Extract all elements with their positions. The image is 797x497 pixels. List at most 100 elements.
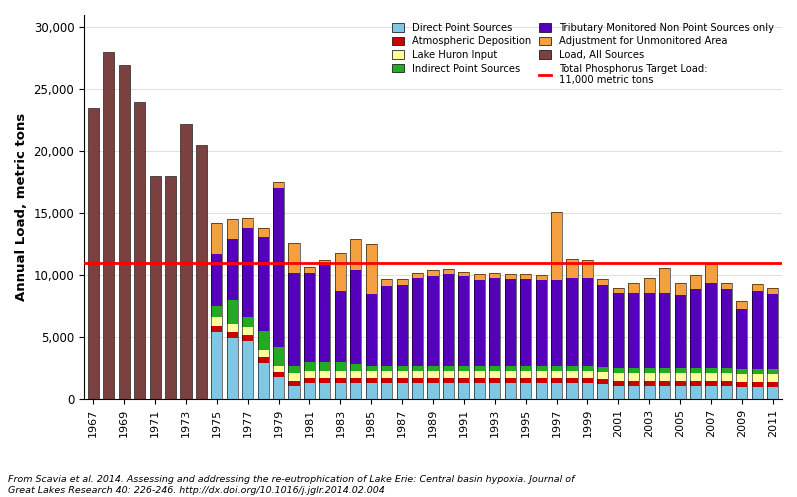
Bar <box>752 284 763 291</box>
Bar <box>226 332 238 338</box>
Bar <box>690 386 701 399</box>
Bar <box>768 382 779 387</box>
Bar <box>257 357 269 363</box>
Bar <box>397 285 408 366</box>
Bar <box>473 274 485 280</box>
Bar <box>412 273 423 278</box>
Bar <box>582 260 593 399</box>
Bar <box>597 384 608 399</box>
Bar <box>520 274 532 279</box>
Bar <box>304 266 315 273</box>
Bar <box>119 65 130 399</box>
Bar <box>551 366 562 371</box>
Bar <box>397 366 408 371</box>
Bar <box>551 383 562 399</box>
Bar <box>736 374 748 382</box>
Bar <box>412 278 423 366</box>
Bar <box>674 381 685 386</box>
Bar <box>412 371 423 378</box>
Bar <box>320 383 331 399</box>
Bar <box>366 378 377 383</box>
Bar <box>304 362 315 371</box>
Bar <box>397 279 408 285</box>
Bar <box>226 240 238 300</box>
Bar <box>350 240 361 399</box>
Bar <box>505 371 516 378</box>
Bar <box>613 386 624 399</box>
Bar <box>397 378 408 383</box>
Bar <box>134 102 145 399</box>
Bar <box>304 383 315 399</box>
Bar <box>628 293 639 368</box>
Bar <box>597 279 608 399</box>
Bar <box>690 381 701 386</box>
Bar <box>736 387 748 399</box>
Bar <box>242 228 253 318</box>
Bar <box>427 378 438 383</box>
Bar <box>520 274 532 399</box>
Bar <box>505 383 516 399</box>
Bar <box>335 291 346 362</box>
Bar <box>613 288 624 399</box>
Bar <box>381 371 392 378</box>
Bar <box>350 383 361 399</box>
Bar <box>705 386 717 399</box>
Bar <box>412 366 423 371</box>
Bar <box>458 371 469 378</box>
Bar <box>551 378 562 383</box>
Bar <box>567 278 578 366</box>
Bar <box>257 331 269 349</box>
Bar <box>536 280 547 366</box>
Bar <box>242 318 253 328</box>
Bar <box>180 124 191 399</box>
Bar <box>644 373 655 381</box>
Bar <box>458 271 469 276</box>
Bar <box>366 244 377 294</box>
Bar <box>674 283 685 295</box>
Bar <box>335 362 346 371</box>
Bar <box>211 223 222 254</box>
Bar <box>597 285 608 367</box>
Bar <box>768 288 779 399</box>
Bar <box>443 378 454 383</box>
Bar <box>257 228 269 399</box>
Bar <box>705 264 717 399</box>
Bar <box>752 382 763 387</box>
Bar <box>752 374 763 382</box>
Bar <box>412 383 423 399</box>
Bar <box>473 280 485 366</box>
Bar <box>350 378 361 383</box>
Bar <box>582 378 593 383</box>
Bar <box>582 278 593 366</box>
Bar <box>567 366 578 371</box>
Bar <box>582 383 593 399</box>
Bar <box>768 294 779 369</box>
Bar <box>226 220 238 240</box>
Bar <box>582 366 593 371</box>
Bar <box>88 108 99 399</box>
Bar <box>257 237 269 331</box>
Bar <box>705 373 717 381</box>
Bar <box>211 332 222 399</box>
Bar <box>366 371 377 378</box>
Bar <box>335 253 346 291</box>
Bar <box>427 371 438 378</box>
Bar <box>211 326 222 332</box>
Bar <box>103 52 114 399</box>
Bar <box>489 378 501 383</box>
Bar <box>489 273 501 399</box>
Bar <box>674 386 685 399</box>
Bar <box>473 378 485 383</box>
Bar <box>458 378 469 383</box>
Bar <box>335 371 346 378</box>
Bar <box>320 260 331 399</box>
Bar <box>473 274 485 399</box>
Bar <box>304 273 315 362</box>
Bar <box>690 289 701 368</box>
Bar <box>505 378 516 383</box>
Bar <box>242 335 253 341</box>
Legend: Direct Point Sources, Atmospheric Deposition, Lake Huron Input, Indirect Point S: Direct Point Sources, Atmospheric Deposi… <box>389 20 777 88</box>
Bar <box>443 274 454 366</box>
Bar <box>443 269 454 274</box>
Bar <box>226 338 238 399</box>
